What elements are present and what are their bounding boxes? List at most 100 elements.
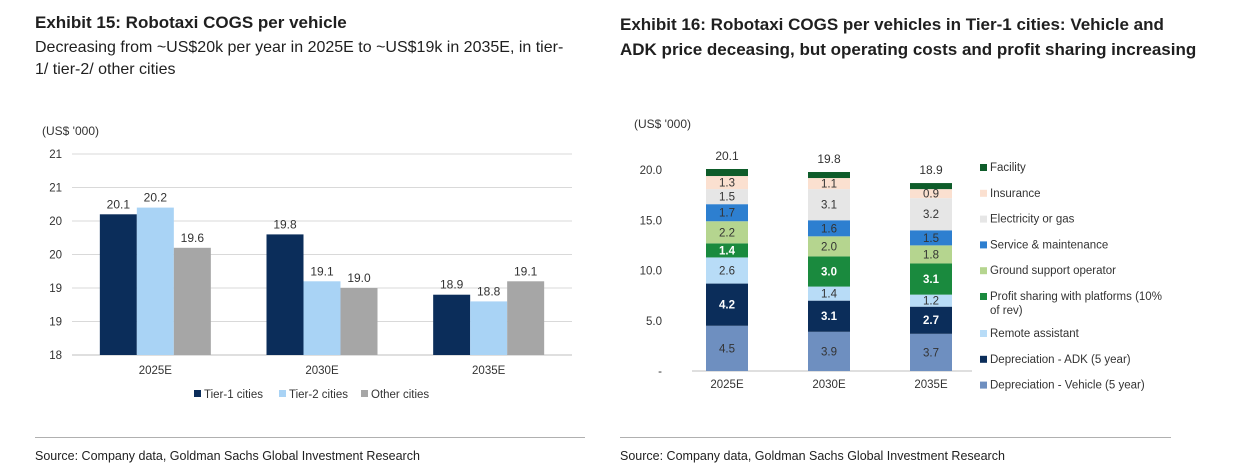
bar-segment	[808, 172, 850, 179]
bar-segment	[808, 286, 850, 301]
bar	[266, 234, 304, 355]
segment-label: 3.9	[821, 346, 837, 358]
legend-label: Other cities	[371, 389, 429, 401]
bar-segment	[706, 176, 748, 190]
bar-segment	[910, 333, 952, 371]
segment-label: 2.0	[821, 241, 837, 253]
segment-label: 4.5	[719, 343, 735, 355]
legend-swatch	[194, 390, 201, 397]
exhibit-16-chart: (US$ '000) - 5.0 10.0 15.0 20.0 4.5 4.2 2.6 1.4 2.…	[634, 117, 1162, 392]
data-label: 19.1	[310, 264, 334, 278]
segment-label: 1.3	[719, 178, 735, 190]
y-tick-label: 5.0	[646, 316, 662, 328]
legend-label: Profit sharing with platforms (10%	[990, 291, 1162, 303]
bar	[470, 301, 508, 355]
segment-label: 2.7	[923, 315, 939, 327]
legend-label: Tier-2 cities	[289, 389, 348, 401]
exhibit-16-title: Exhibit 16: Robotaxi COGS per vehicles i…	[620, 15, 1197, 59]
y-tick-label: 21	[49, 149, 62, 161]
segment-label: 3.2	[923, 209, 939, 221]
data-label: 20.1	[107, 197, 131, 211]
segment-label: 1.8	[923, 249, 939, 261]
y-tick-label: 21	[49, 183, 62, 195]
exhibit-15-source: Source: Company data, Goldman Sachs Glob…	[35, 449, 420, 463]
legend-swatch	[980, 215, 987, 223]
y-tick-label: 18	[49, 350, 62, 362]
exhibit-16-source: Source: Company data, Goldman Sachs Glob…	[620, 449, 1005, 463]
x-tick-label: 2035E	[914, 379, 948, 391]
bar	[173, 247, 211, 355]
y-tick-label: 20	[49, 250, 62, 262]
segment-label: 1.7	[719, 208, 735, 220]
y-tick-label: 15.0	[640, 215, 662, 227]
legend-label: Remote assistant	[990, 328, 1080, 340]
bar-segment	[910, 245, 952, 264]
y-tick-label: 20	[49, 216, 62, 228]
legend-label: Tier-1 cities	[204, 389, 263, 401]
bar-segment	[808, 178, 850, 190]
legend-label: Facility	[990, 162, 1026, 174]
segment-label: 1.2	[923, 296, 939, 308]
source-divider	[620, 437, 1171, 438]
bar	[433, 294, 471, 355]
legend-swatch	[361, 390, 368, 397]
legend-swatch	[279, 390, 286, 397]
bar-segment	[910, 183, 952, 190]
bar-segment	[910, 294, 952, 307]
bar-segment	[808, 220, 850, 237]
x-tick-label: 2025E	[139, 365, 173, 377]
exhibit-15-panel: Exhibit 15: Robotaxi COGS per vehicle De…	[0, 0, 600, 471]
bar-segment	[910, 189, 952, 199]
legend-label: Insurance	[990, 188, 1041, 200]
exhibit-16-panel: Exhibit 16: Robotaxi COGS per vehicles i…	[620, 0, 1240, 471]
legend-label: Depreciation - ADK (5 year)	[990, 354, 1131, 366]
segment-label: 2.6	[719, 266, 735, 278]
bar-segment	[808, 189, 850, 221]
data-label: 18.8	[477, 284, 501, 298]
y-tick-label: -	[658, 366, 662, 378]
legend-label: Electricity or gas	[990, 214, 1075, 226]
x-tick-label: 2030E	[305, 365, 339, 377]
legend-swatch	[980, 330, 987, 337]
segment-label: 1.5	[923, 233, 939, 245]
legend-swatch	[980, 381, 987, 389]
segment-label: 0.9	[923, 189, 939, 201]
bar	[507, 281, 545, 355]
legend-swatch	[980, 189, 987, 197]
segment-label: 1.4	[719, 245, 736, 257]
y-axis-label: (US$ '000)	[42, 124, 99, 138]
x-tick-label: 2030E	[812, 379, 846, 391]
data-label: 18.9	[440, 278, 464, 292]
segment-label: 3.1	[923, 274, 940, 286]
bar-segment	[706, 221, 748, 244]
x-tick-label: 2025E	[710, 379, 744, 391]
segment-label: 1.6	[821, 223, 837, 235]
bar-segment	[808, 236, 850, 257]
bar-segment	[808, 331, 850, 371]
legend-label: Depreciation - Vehicle (5 year)	[990, 380, 1145, 392]
y-tick-label: 20.0	[640, 165, 662, 177]
bar	[136, 207, 174, 355]
bar-segment	[706, 189, 748, 205]
bar-segment	[910, 230, 952, 246]
segment-label: 1.5	[719, 192, 735, 204]
bar-segment	[706, 257, 748, 284]
bar-segment	[910, 306, 952, 334]
legend-swatch	[980, 293, 987, 300]
exhibit-15-subtitle: Decreasing from ~US$20k per year in 2025…	[35, 39, 564, 78]
data-label: 19.6	[181, 231, 205, 245]
segment-label: 1.4	[821, 289, 838, 301]
source-divider	[35, 437, 585, 438]
data-label: 19.8	[273, 217, 297, 231]
total-label: 19.8	[817, 152, 841, 166]
data-label: 20.2	[144, 191, 168, 205]
y-tick-label: 19	[49, 283, 62, 295]
y-axis-label: (US$ '000)	[634, 117, 691, 131]
segment-label: 3.1	[821, 311, 838, 323]
bar	[340, 288, 378, 355]
bar-segment	[910, 198, 952, 231]
segment-label: 3.7	[923, 347, 939, 359]
segment-label: 2.2	[719, 227, 735, 239]
bar-segment	[808, 256, 850, 287]
bar	[303, 281, 341, 355]
